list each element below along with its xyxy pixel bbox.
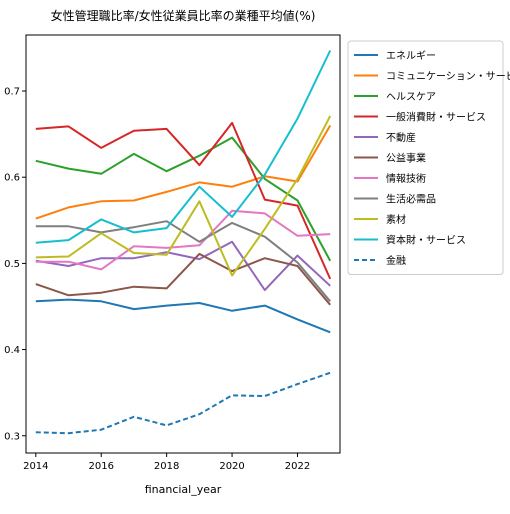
series-line-0 [35,298,331,334]
series-line-5 [35,252,331,306]
y-tick-label: 0.5 [4,259,20,270]
series-line-2 [35,136,332,262]
series-line-8 [35,115,332,277]
y-tick-label: 0.7 [4,87,20,98]
legend-label: コミュニケーション・サービス [386,71,510,83]
x-axis-label: financial_year [145,483,222,496]
plot-frame [25,34,341,454]
y-axis: 0.3 0.4 0.5 0.6 0.7 [4,87,26,442]
x-tick-label: 2014 [23,461,48,472]
legend-box [347,40,504,275]
x-tick-label: 2020 [219,461,244,472]
series-line-1 [35,124,332,220]
x-axis: 2014 2016 2018 2020 2022 [23,453,310,472]
legend: エネルギーコミュニケーション・サービスヘルスケア一般消費財・サービス不動産公益事… [347,40,510,275]
y-tick-label: 0.4 [4,345,20,356]
legend-label: 公益事業 [386,152,426,165]
legend-label: 素材 [386,213,406,226]
x-tick-label: 2018 [154,461,179,472]
series-line-9 [35,50,332,244]
legend-label: エネルギー [386,50,436,62]
legend-label: 金融 [386,254,406,267]
legend-label: 不動産 [386,131,416,144]
y-tick-label: 0.6 [4,173,20,184]
x-tick-label: 2022 [285,461,310,472]
series-line-4 [35,240,331,292]
series-line-10 [35,371,331,435]
legend-label: 一般消費財・サービス [386,111,486,124]
chart-title: 女性管理職比率/女性従業員比率の業種平均値(%) [51,8,316,23]
y-tick-label: 0.3 [4,431,20,442]
legend-label: 情報技術 [386,172,426,185]
legend-label: ヘルスケア [386,91,436,103]
plot-area [35,50,332,435]
x-tick-label: 2016 [89,461,114,472]
legend-label: 生活必需品 [386,193,436,206]
series-line-6 [35,209,331,271]
legend-label: 資本財・サービス [386,234,466,247]
